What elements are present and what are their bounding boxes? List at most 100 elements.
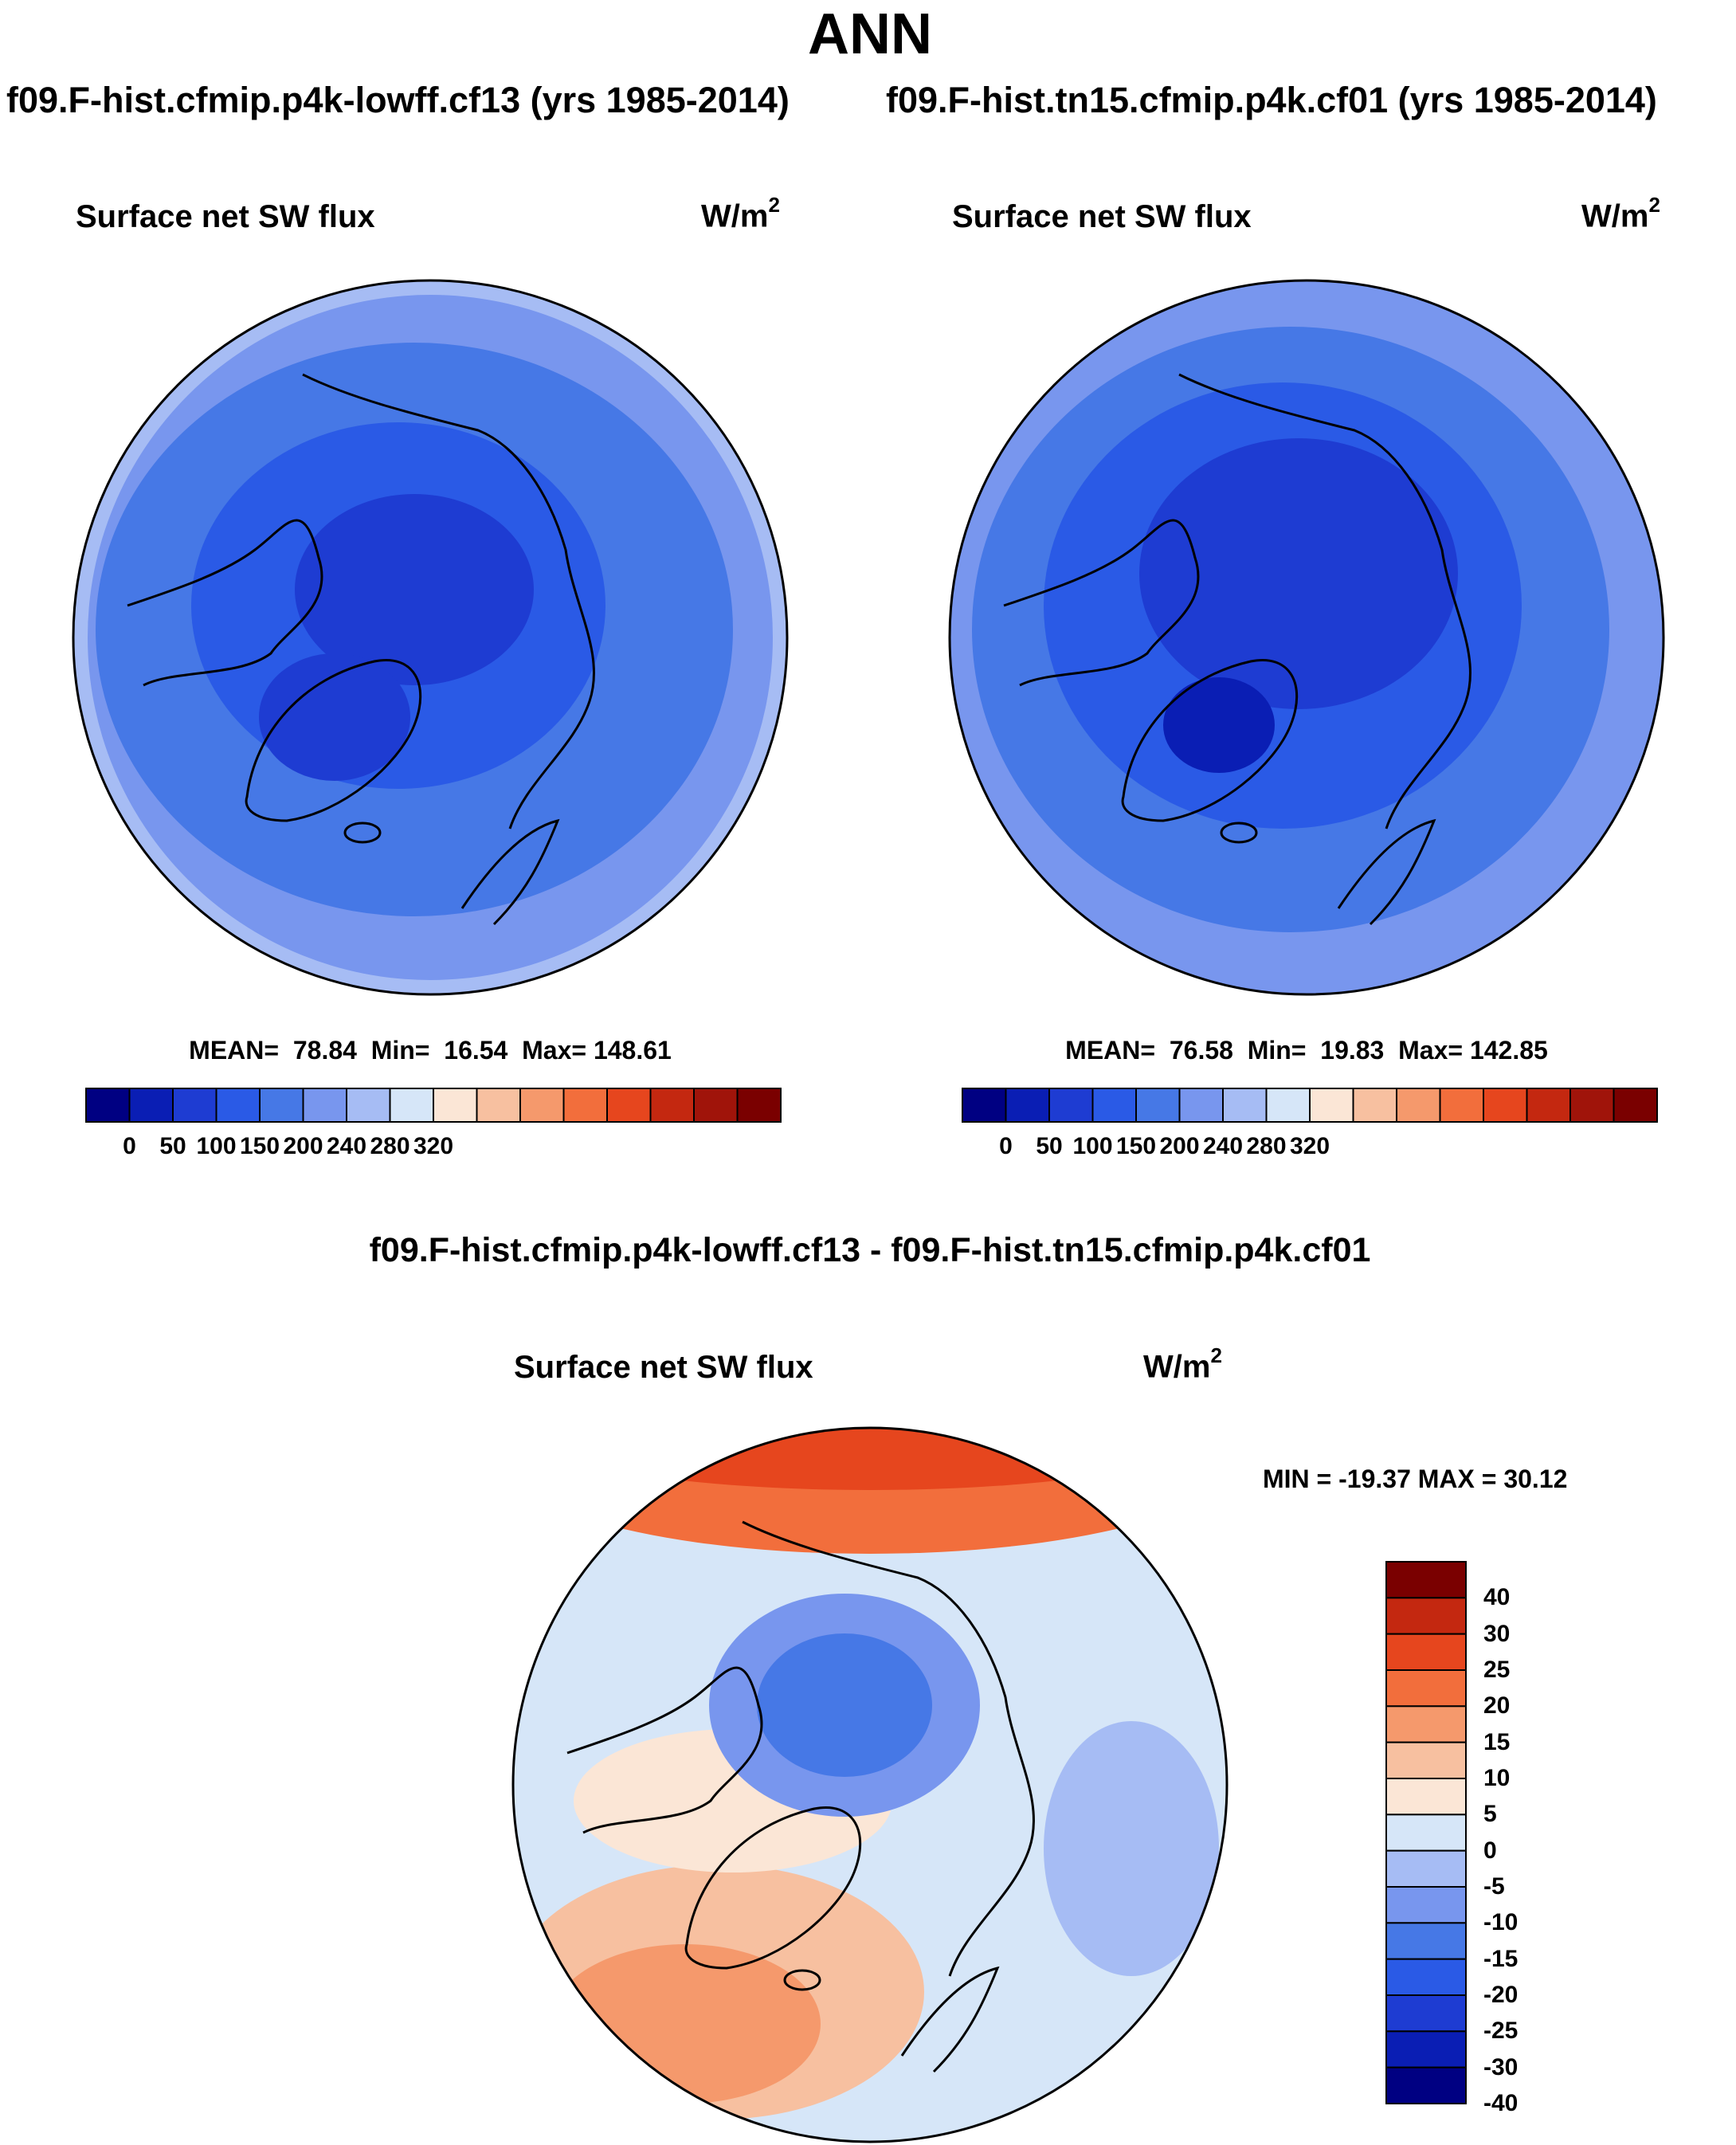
p3-field-east-neg bbox=[1044, 1721, 1219, 1976]
colorbar-tick-label: 40 bbox=[1483, 1584, 1511, 1611]
case1-header: f09.F-hist.cfmip.p4k-lowff.cf13 (yrs 198… bbox=[6, 80, 790, 120]
colorbar-tick-label: 0 bbox=[1483, 1837, 1497, 1864]
p1-field-core bbox=[295, 494, 534, 685]
panel1-max: 148.61 bbox=[593, 1036, 672, 1065]
panel2-min-label: Min= bbox=[1247, 1036, 1307, 1065]
colorbar-box bbox=[1222, 1088, 1268, 1123]
colorbar-tick-label: 10 bbox=[1483, 1765, 1511, 1791]
colorbar-tick-label: 240 bbox=[1202, 1133, 1244, 1159]
panel1-map bbox=[73, 280, 787, 994]
colorbar-box bbox=[1385, 1849, 1467, 1888]
p2-coast-greenland bbox=[1121, 659, 1299, 822]
colorbar-tick-label: 30 bbox=[1483, 1620, 1511, 1647]
colorbar-box bbox=[736, 1088, 782, 1123]
p3-coast-eurasia bbox=[742, 1520, 1036, 1977]
colorbar-box bbox=[85, 1088, 131, 1123]
colorbar-box bbox=[606, 1088, 652, 1123]
p1-field-greenland bbox=[259, 653, 410, 781]
case2-header: f09.F-hist.tn15.cfmip.p4k.cf01 (yrs 1985… bbox=[886, 80, 1657, 120]
colorbar-box bbox=[1385, 2066, 1467, 2105]
colorbar-tick-label: 100 bbox=[196, 1133, 237, 1159]
p1-coast-iceland bbox=[343, 822, 382, 844]
colorbar-box bbox=[1613, 1088, 1658, 1123]
p3-field-pacific-hot bbox=[535, 1428, 1205, 1490]
colorbar-box bbox=[1385, 1814, 1467, 1852]
colorbar-tick-label: 15 bbox=[1483, 1728, 1511, 1755]
colorbar-tick-label: -20 bbox=[1483, 1982, 1519, 2008]
colorbar-box bbox=[1385, 1741, 1467, 1780]
colorbar-tick-label: -5 bbox=[1483, 1873, 1505, 1900]
colorbar-tick-label: 5 bbox=[1483, 1801, 1497, 1828]
colorbar-tick-label: -30 bbox=[1483, 2053, 1519, 2080]
colorbar-box bbox=[389, 1088, 434, 1123]
panel1-title: Surface net SW flux bbox=[76, 199, 375, 234]
p2-coast-america bbox=[1003, 519, 1200, 687]
colorbar-box bbox=[346, 1088, 391, 1123]
colorbar-box bbox=[1091, 1088, 1137, 1123]
panel2-units: W/m2 bbox=[1581, 193, 1660, 234]
colorbar-box bbox=[215, 1088, 261, 1123]
p3-coast-greenland bbox=[684, 1806, 862, 1970]
p2-field-core bbox=[1139, 438, 1458, 709]
panel2-max: 142.85 bbox=[1469, 1036, 1548, 1065]
panel2-min: 19.83 bbox=[1320, 1036, 1385, 1065]
panel3-colorbar bbox=[1385, 1561, 1467, 2105]
panel3-title: Surface net SW flux bbox=[514, 1350, 813, 1385]
panel1-min-label: Min= bbox=[370, 1036, 430, 1065]
p3-coast-iceland bbox=[783, 1969, 821, 1991]
p2-field-greenland bbox=[1163, 677, 1275, 773]
colorbar-box bbox=[302, 1088, 347, 1123]
colorbar-box bbox=[562, 1088, 608, 1123]
colorbar-box bbox=[1439, 1088, 1484, 1123]
colorbar-box bbox=[1526, 1088, 1571, 1123]
colorbar-box bbox=[1385, 1705, 1467, 1743]
colorbar-box bbox=[519, 1088, 565, 1123]
panel2-map bbox=[950, 280, 1664, 994]
colorbar-box bbox=[1385, 2030, 1467, 2069]
panel1-stats: MEAN= 78.84 Min= 16.54 Max= 148.61 bbox=[189, 1036, 672, 1065]
colorbar-box bbox=[1135, 1088, 1181, 1123]
p2-coast-iceland bbox=[1220, 822, 1258, 844]
p1-coast-greenland bbox=[245, 659, 422, 822]
colorbar-tick-label: 280 bbox=[370, 1133, 410, 1159]
p3-field-arctic-core bbox=[757, 1633, 932, 1777]
colorbar-box bbox=[1396, 1088, 1441, 1123]
colorbar-tick-label: 200 bbox=[283, 1133, 323, 1159]
panel3-units: W/m2 bbox=[1143, 1343, 1222, 1385]
colorbar-box bbox=[1385, 1958, 1467, 1997]
colorbar-tick-label: -15 bbox=[1483, 1945, 1519, 1972]
p2-coast-eurasia bbox=[1178, 373, 1472, 829]
panel1-mean: 78.84 bbox=[292, 1036, 357, 1065]
colorbar-box bbox=[1385, 1922, 1467, 1960]
colorbar-box bbox=[1385, 1994, 1467, 2033]
panel1-max-label: Max= bbox=[522, 1036, 587, 1065]
colorbar-box bbox=[1483, 1088, 1528, 1123]
panel1-units: W/m2 bbox=[701, 193, 780, 234]
figure-title: ANN bbox=[808, 2, 932, 66]
colorbar-tick-label: 280 bbox=[1246, 1133, 1287, 1159]
colorbar-tick-label: 150 bbox=[239, 1133, 280, 1159]
panel1-colorbar bbox=[85, 1088, 782, 1123]
diff-title: f09.F-hist.cfmip.p4k-lowff.cf13 - f09.F-… bbox=[369, 1231, 1371, 1269]
panel1-mean-label: MEAN= bbox=[189, 1036, 280, 1065]
colorbar-tick-label: 240 bbox=[326, 1133, 367, 1159]
colorbar-tick-label: 0 bbox=[123, 1133, 136, 1159]
p3-coast-america bbox=[566, 1666, 763, 1834]
panel2-mean: 76.58 bbox=[1169, 1036, 1233, 1065]
panel1-min: 16.54 bbox=[444, 1036, 508, 1065]
colorbar-tick-label: -40 bbox=[1483, 2090, 1519, 2116]
panel3-stats: MIN = -19.37 MAX = 30.12 bbox=[1263, 1465, 1568, 1493]
colorbar-box bbox=[1385, 1597, 1467, 1635]
colorbar-box bbox=[1385, 1778, 1467, 1816]
colorbar-tick-label: 200 bbox=[1159, 1133, 1200, 1159]
p3-field-atlantic-hot bbox=[550, 1944, 821, 2104]
colorbar-tick-label: 150 bbox=[1115, 1133, 1157, 1159]
colorbar-tick-label: 20 bbox=[1483, 1692, 1511, 1720]
colorbar-box bbox=[476, 1088, 521, 1123]
colorbar-tick-label: 100 bbox=[1072, 1133, 1113, 1159]
colorbar-box bbox=[962, 1088, 1007, 1123]
colorbar-box bbox=[1385, 1561, 1467, 1599]
colorbar-tick-label: 50 bbox=[159, 1133, 186, 1159]
colorbar-box bbox=[1265, 1088, 1311, 1123]
